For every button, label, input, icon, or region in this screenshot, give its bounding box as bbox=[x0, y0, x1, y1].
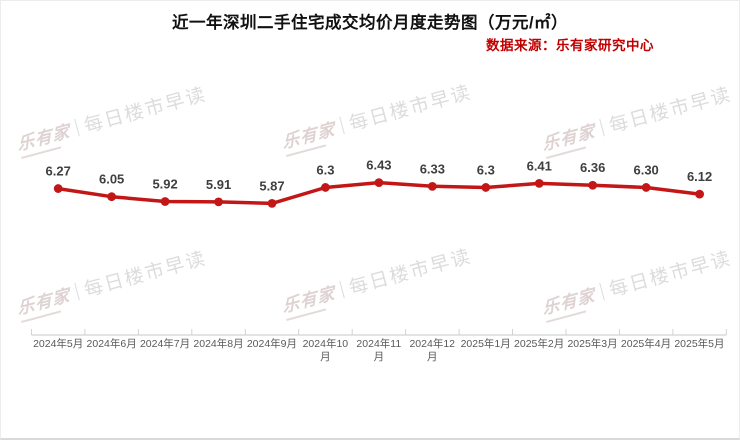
x-axis-category-label: 2024年5月 bbox=[33, 338, 84, 350]
x-axis-category-label: 2024年10 月 bbox=[302, 338, 349, 363]
data-point-marker bbox=[107, 192, 117, 202]
data-point-marker bbox=[267, 198, 277, 208]
data-point-marker bbox=[53, 184, 63, 193]
data-point-marker bbox=[427, 181, 437, 191]
x-axis-category-label: 2024年9月 bbox=[246, 338, 298, 350]
data-point-marker bbox=[481, 183, 491, 192]
data-point-value-label: 6.41 bbox=[527, 158, 552, 173]
data-point-value-label: 5.92 bbox=[152, 177, 177, 192]
data-point-value-label: 6.30 bbox=[633, 162, 658, 177]
data-point-value-label: 6.27 bbox=[46, 164, 71, 179]
x-axis-labels: 2024年5月 2024年6月 2024年7月 2024年8月 2024年9月 2024年… bbox=[31, 338, 726, 363]
x-axis-category-label: 2024年6月 bbox=[86, 338, 137, 350]
x-axis-category-label: 2025年3月 bbox=[567, 338, 618, 350]
data-point-marker bbox=[214, 197, 223, 207]
x-axis-category-label: 2025年5月 bbox=[674, 338, 725, 350]
x-axis-category-label: 2025年2月 bbox=[514, 338, 565, 350]
data-point-value-label: 6.3 bbox=[477, 162, 495, 177]
data-point-value-label: 6.33 bbox=[420, 161, 445, 176]
data-point-marker bbox=[374, 178, 384, 188]
x-axis-category-label: 2025年4月 bbox=[620, 338, 672, 350]
data-point-marker bbox=[588, 180, 598, 190]
chart-title: 近一年深圳二手住宅成交均价月度走势图（万元/㎡） bbox=[171, 14, 569, 32]
data-source-label: 数据来源：乐有家研究中心 bbox=[486, 38, 654, 53]
data-point-marker bbox=[641, 183, 651, 192]
data-point-value-label: 6.36 bbox=[580, 160, 605, 175]
data-point-value-label: 6.12 bbox=[687, 169, 712, 184]
x-axis-category-label: 2024年8月 bbox=[193, 338, 244, 350]
x-axis-category-label: 2024年11 月 bbox=[356, 338, 402, 363]
data-point-marker bbox=[321, 183, 330, 192]
x-axis-category-label: 2024年12 月 bbox=[409, 338, 456, 363]
data-point-marker bbox=[534, 178, 544, 188]
data-point-value-label: 6.43 bbox=[366, 158, 391, 173]
x-axis-category-label: 2024年7月 bbox=[139, 338, 191, 350]
data-point-value-label: 6.3 bbox=[316, 162, 334, 177]
data-point-marker bbox=[160, 197, 170, 206]
data-point-value-label: 5.91 bbox=[206, 177, 231, 192]
x-axis-category-label: 2025年1月 bbox=[460, 338, 511, 350]
data-point-marker bbox=[695, 189, 704, 199]
data-point-value-label: 6.05 bbox=[99, 172, 124, 187]
data-point-value-label: 5.87 bbox=[259, 178, 284, 193]
